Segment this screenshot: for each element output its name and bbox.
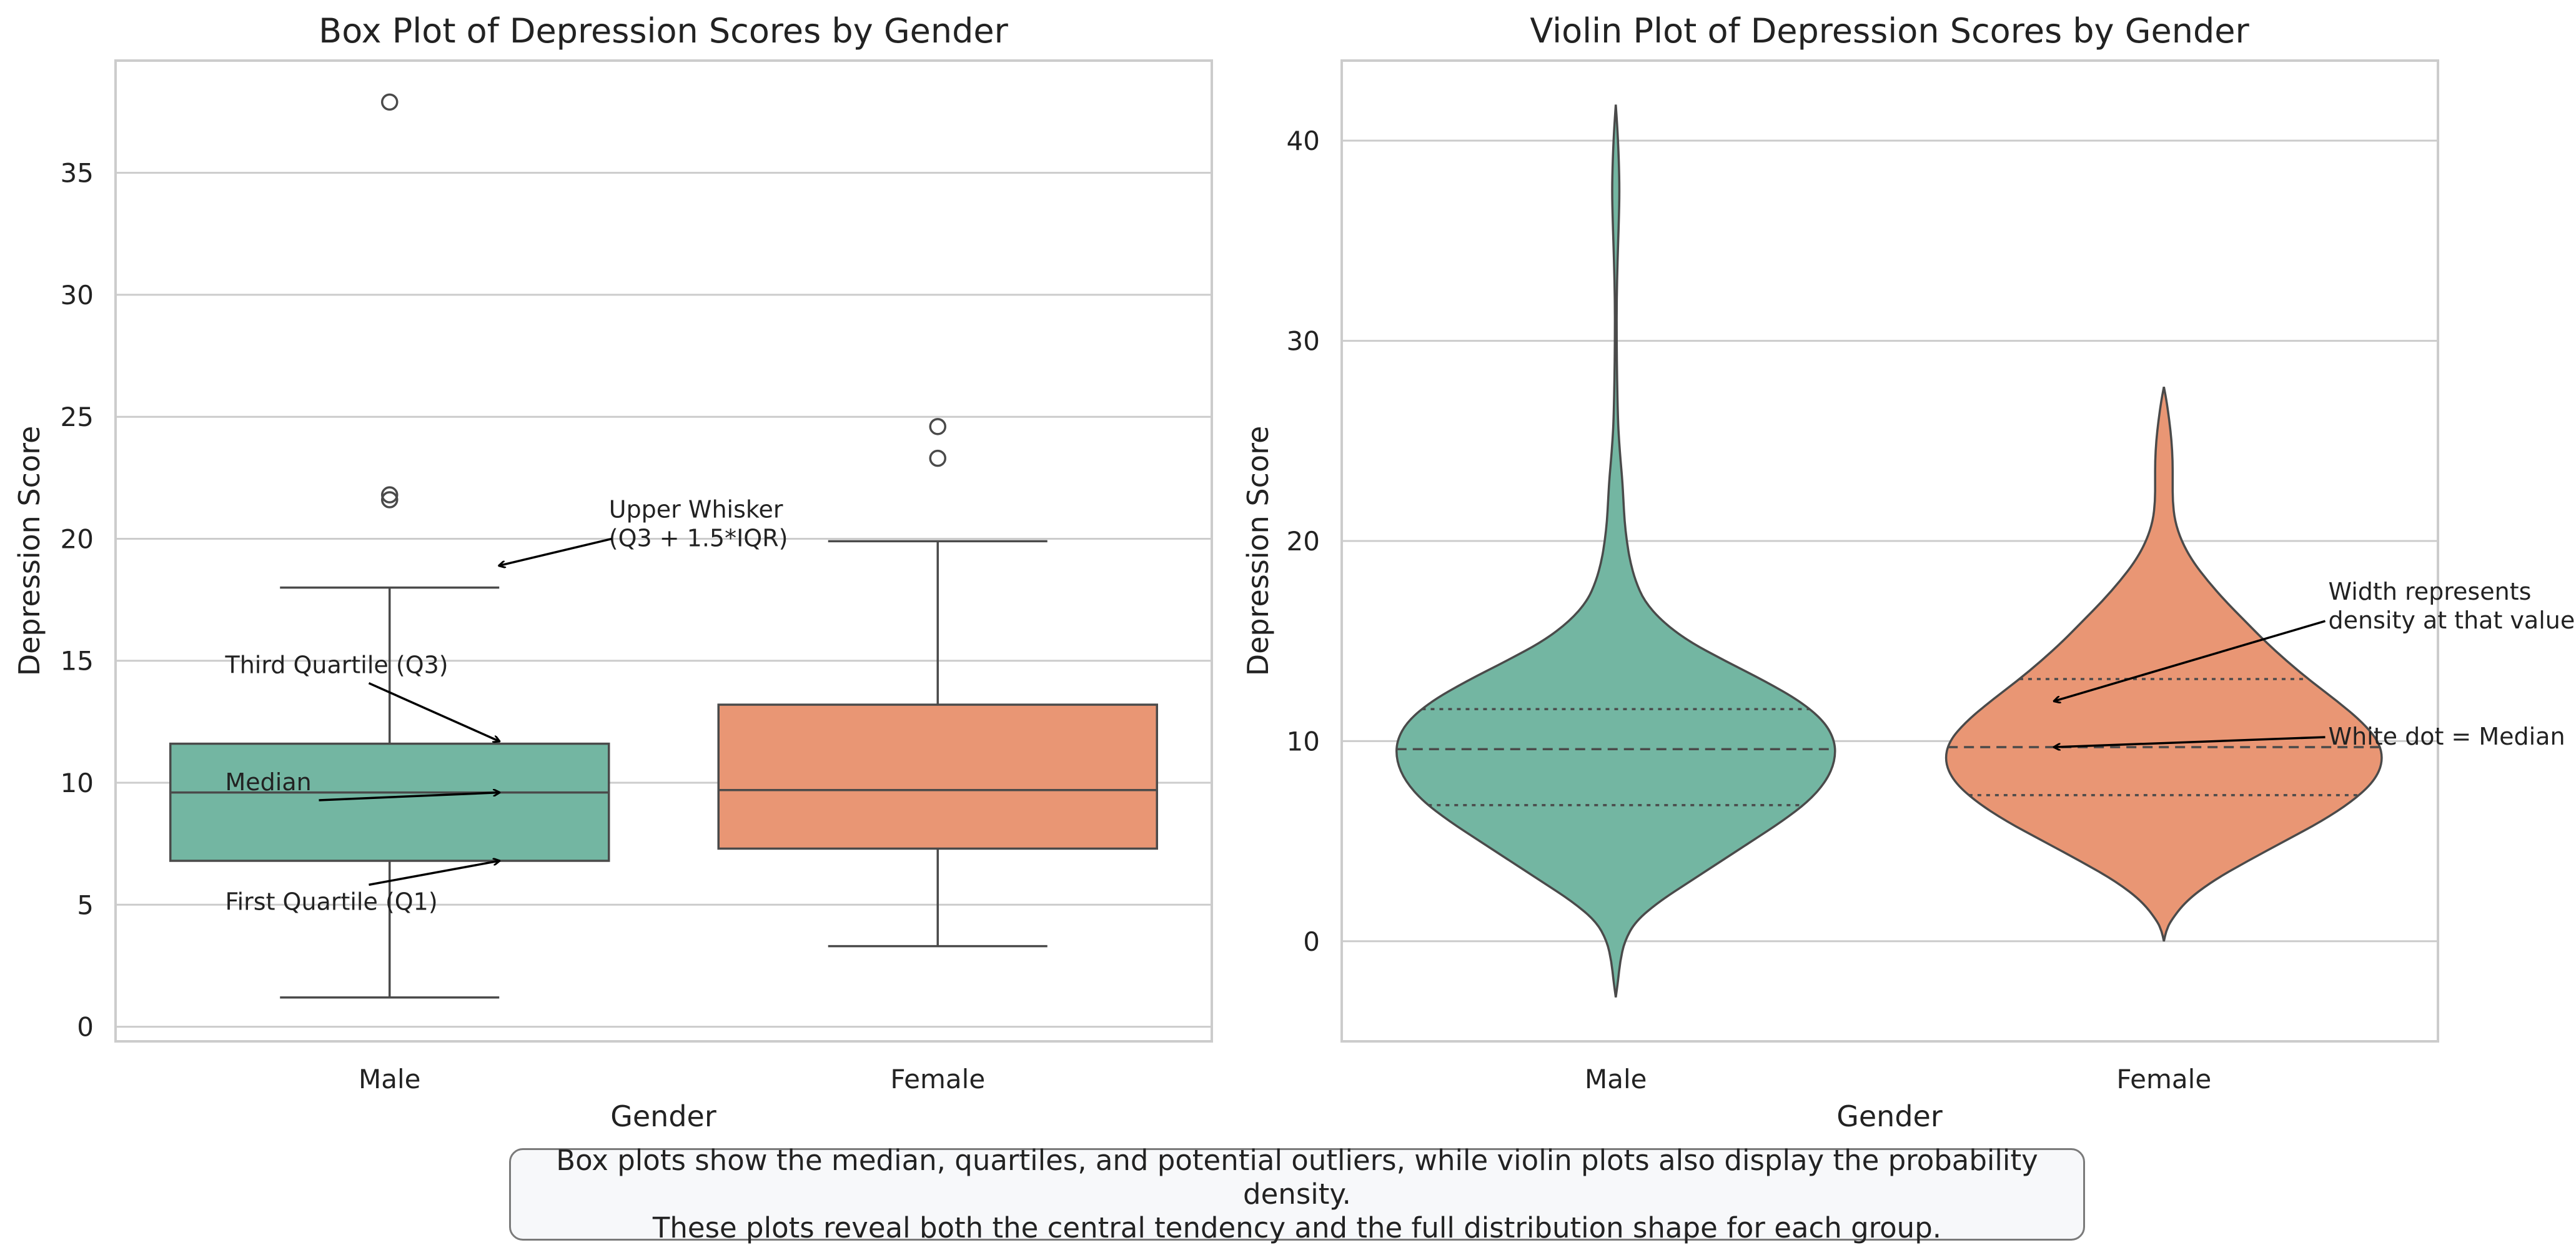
annotation-text: First Quartile (Q1) [225, 888, 438, 915]
violin-y-axis-label: Depression Score [1241, 426, 1275, 677]
outlier-point [381, 93, 399, 111]
annotation-arrow [369, 861, 500, 886]
annotation-text: Upper Whisker (Q3 + 1.5*IQR) [609, 495, 788, 552]
caption-box: Box plots show the median, quartiles, an… [509, 1144, 2085, 1244]
annotation-arrow [2054, 736, 2326, 747]
outlier-point [381, 491, 399, 508]
violin-ytick-label: 30 [1287, 326, 1320, 357]
violin-annotations: Width represents density at that value Whi… [2054, 578, 2575, 750]
caption-line-1: Box plots show the median, quartiles, an… [556, 1144, 2038, 1211]
box-ytick-label: 20 [61, 523, 94, 554]
box-ytick-label: 35 [61, 158, 94, 189]
box-ytick-label: 30 [61, 280, 94, 310]
box-ytick-label: 15 [61, 646, 94, 677]
outlier-point [381, 486, 399, 503]
annotation-text: Median [225, 768, 312, 796]
box-x-axis-label: Gender [610, 1099, 716, 1133]
annotation-arrow [2054, 620, 2326, 701]
box-ytick-label: 10 [61, 768, 94, 798]
box-xtick-label: Male [359, 1064, 420, 1094]
box-annotations: Upper Whisker (Q3 + 1.5*IQR) Third Quartil… [225, 495, 788, 915]
violin-plot-title: Violin Plot of Depression Scores by Gend… [1530, 11, 2249, 51]
box-xtick-labels: Male Female [359, 1064, 985, 1094]
violin-male [1395, 104, 1836, 998]
violin-ytick-label: 10 [1287, 726, 1320, 756]
violin-xtick-label: Female [2116, 1064, 2211, 1094]
violin-marks [1395, 104, 2383, 998]
box-ytick-label: 0 [77, 1012, 94, 1043]
violin-ytick-label: 0 [1303, 926, 1320, 957]
box-ytick-label: 25 [61, 402, 94, 432]
violin-female [1944, 386, 2383, 942]
violin-ytick-label: 20 [1287, 526, 1320, 557]
violin-plot-frame [1340, 59, 2439, 1043]
box-xtick-label: Female [890, 1064, 985, 1094]
box-plot-panel: Box Plot of Depression Scores by Gender … [12, 11, 1213, 1133]
box-ytick-labels: 0 5 10 15 20 25 30 35 [61, 158, 94, 1043]
violin-x-axis-label: Gender [1836, 1099, 1943, 1133]
outlier-point [929, 418, 946, 435]
violin-xtick-label: Male [1585, 1064, 1647, 1094]
violin-xtick-labels: Male Female [1585, 1064, 2211, 1094]
box-plot-frame [114, 59, 1213, 1043]
box-plot-title: Box Plot of Depression Scores by Gender [319, 11, 1008, 51]
annotation-arrow [499, 537, 613, 565]
outlier-point [929, 449, 946, 467]
violin-ytick-label: 40 [1287, 126, 1320, 156]
box-marks [169, 93, 1158, 999]
annotation-text: White dot = Median [2329, 723, 2565, 750]
violin-plot-panel: Violin Plot of Depression Scores by Gend… [1241, 11, 2575, 1133]
box-ytick-label: 5 [77, 890, 94, 920]
violin-ytick-labels: 0 10 20 30 40 [1287, 126, 1320, 957]
box-female [717, 703, 1158, 850]
caption-line-2: These plots reveal both the central tend… [652, 1211, 1942, 1244]
annotation-arrow [319, 793, 500, 801]
annotation-arrow [368, 682, 500, 742]
box-y-axis-label: Depression Score [12, 426, 46, 677]
box-male [169, 742, 610, 862]
annotation-text: Width represents density at that value [2329, 578, 2575, 634]
annotation-text: Third Quartile (Q3) [225, 652, 448, 679]
